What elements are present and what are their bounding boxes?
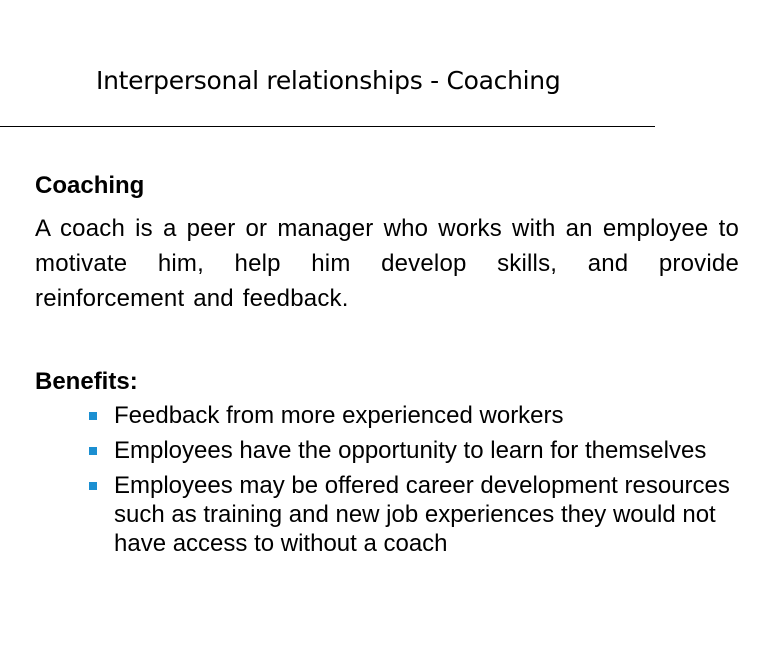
benefit-item: Employees have the opportunity to learn … xyxy=(35,436,739,465)
slide-title: Interpersonal relationships - Coaching xyxy=(96,66,561,95)
benefit-item: Feedback from more experienced workers xyxy=(35,401,739,430)
benefits-list: Feedback from more experienced workers E… xyxy=(35,401,739,558)
square-bullet-icon xyxy=(89,482,97,490)
coaching-heading: Coaching xyxy=(35,172,145,199)
coaching-definition: A coach is a peer or manager who works w… xyxy=(35,215,739,312)
benefit-text: Employees have the opportunity to learn … xyxy=(114,437,707,464)
benefit-text: Employees may be offered career developm… xyxy=(114,472,730,557)
slide-body: Coaching A coach is a peer or manager wh… xyxy=(35,168,739,564)
benefit-text: Feedback from more experienced workers xyxy=(114,402,564,429)
title-divider xyxy=(0,126,655,127)
square-bullet-icon xyxy=(89,412,97,420)
square-bullet-icon xyxy=(89,447,97,455)
benefit-item: Employees may be offered career developm… xyxy=(35,471,739,558)
benefits-heading: Benefits: xyxy=(35,368,138,395)
